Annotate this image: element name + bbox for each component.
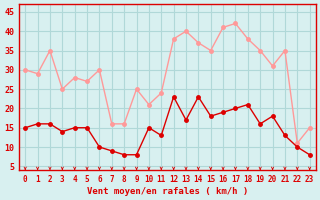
X-axis label: Vent moyen/en rafales ( km/h ): Vent moyen/en rafales ( km/h ) bbox=[87, 187, 248, 196]
